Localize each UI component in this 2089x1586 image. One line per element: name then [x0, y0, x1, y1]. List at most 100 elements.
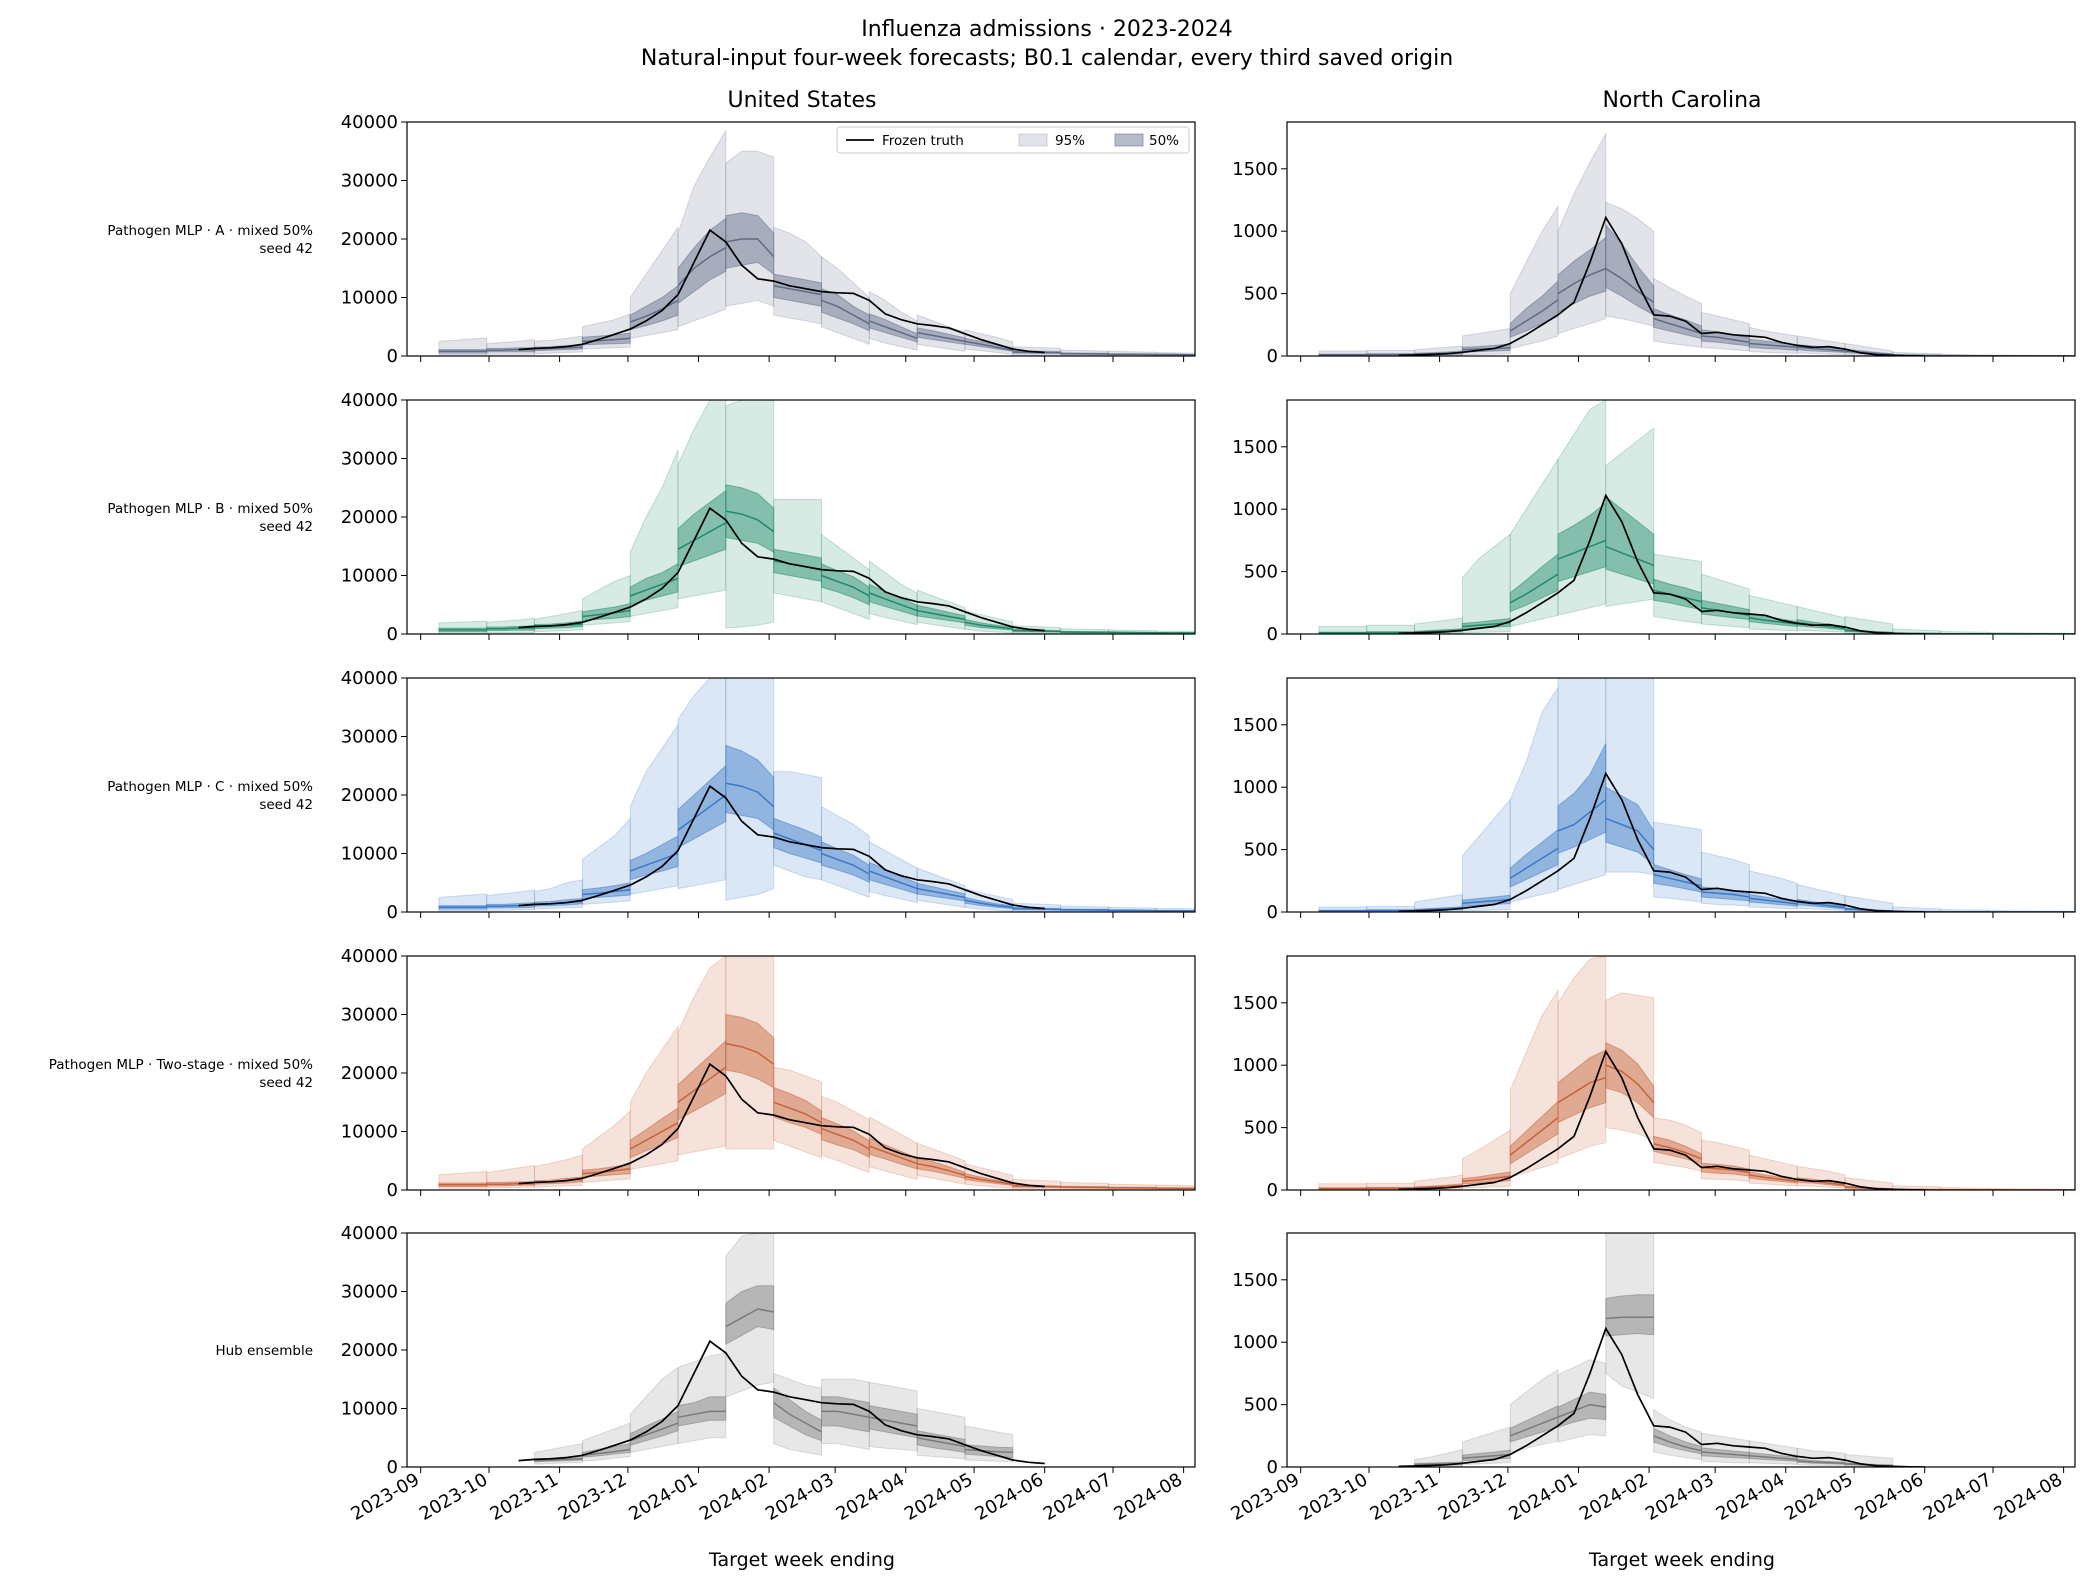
band-95	[1557, 1359, 1607, 1443]
median-line	[582, 1448, 631, 1457]
truth-line	[1398, 1326, 1925, 1467]
x-tick-label: 2024-05	[901, 1469, 977, 1525]
median-line	[1509, 1416, 1559, 1437]
y-tick-label: 40000	[341, 668, 398, 689]
median-line	[964, 340, 1013, 351]
y-tick-label: 1500	[1232, 159, 1278, 180]
y-tick-label: 1500	[1232, 1270, 1278, 1291]
band-50	[1557, 1391, 1607, 1428]
band-95	[1509, 685, 1559, 903]
y-tick-label: 40000	[341, 946, 398, 967]
band-50	[1509, 553, 1559, 613]
median-line	[1653, 1435, 1702, 1452]
median-line	[1557, 1403, 1606, 1418]
median-line	[1462, 1175, 1511, 1183]
panel-frame	[406, 955, 1196, 1191]
median-line	[1797, 346, 1846, 352]
band-50	[1509, 1100, 1559, 1165]
x-tick-label: 2024-07	[1920, 1469, 1996, 1525]
x-tick-label: 2024-07	[1040, 1469, 1116, 1525]
band-50	[581, 332, 631, 346]
band-95	[1509, 457, 1559, 628]
legend-label-truth: Frozen truth	[882, 133, 964, 149]
y-tick-label: 20000	[341, 507, 398, 528]
median-line	[917, 331, 966, 343]
band-95	[1653, 821, 1702, 903]
median-line	[869, 1145, 918, 1165]
band-95	[1557, 956, 1607, 1160]
median-line	[964, 1448, 1013, 1454]
y-tick-label: 30000	[341, 1005, 398, 1026]
median-line	[1414, 1184, 1463, 1189]
band-95	[629, 449, 679, 618]
median-line	[917, 1162, 966, 1177]
band-95	[1653, 1408, 1702, 1461]
median-line	[773, 1101, 822, 1124]
median-line	[821, 852, 870, 875]
median-line	[1653, 1143, 1702, 1160]
y-tick-label: 0	[387, 346, 398, 367]
median-line	[1462, 898, 1511, 905]
band-95	[725, 956, 775, 1150]
row-label: Pathogen MLP · A · mixed 50%	[107, 223, 313, 239]
y-tick-label: 0	[387, 624, 398, 645]
row-label: Hub ensemble	[215, 1343, 313, 1359]
y-tick-label: 0	[387, 1457, 398, 1478]
median-line	[1749, 342, 1798, 349]
median-line	[821, 1127, 870, 1150]
legend-label-50: 50%	[1149, 133, 1179, 149]
panel-0-1-plot	[1318, 131, 2075, 356]
panel-3-0-plot	[438, 956, 1195, 1190]
median-line	[1012, 629, 1061, 633]
median-line	[1509, 1117, 1559, 1156]
median-line	[773, 285, 822, 296]
y-tick-label: 40000	[341, 1223, 398, 1244]
truth-line	[1398, 493, 1925, 634]
band-95	[1653, 553, 1702, 624]
band-50	[677, 1396, 727, 1427]
median-line	[1701, 1451, 1750, 1457]
band-95	[1461, 798, 1511, 912]
y-tick-label: 1000	[1232, 1332, 1278, 1353]
median-line	[1653, 317, 1702, 335]
median-line	[486, 627, 535, 630]
panel-4-1-plot	[1398, 1233, 1925, 1467]
median-line	[1605, 267, 1655, 303]
median-line	[1605, 545, 1654, 567]
median-line	[725, 1043, 775, 1065]
y-tick-label: 10000	[341, 566, 398, 587]
chart-title: Influenza admissions · 2023-2024	[861, 17, 1233, 42]
y-tick-label: 0	[387, 902, 398, 923]
median-line	[773, 1402, 822, 1433]
band-95	[773, 1066, 822, 1159]
band-95	[916, 589, 966, 630]
panel-2-1-plot	[1318, 678, 2075, 912]
legend: Frozen truth 95% 50%	[836, 126, 1190, 154]
y-tick-label: 0	[1267, 1180, 1278, 1201]
band-50	[821, 287, 870, 332]
row-label: Pathogen MLP · B · mixed 50%	[107, 501, 313, 517]
x-tick-label: 2024-06	[972, 1469, 1048, 1525]
x-tick-label: 2024-01	[1505, 1469, 1581, 1525]
truth-line	[1398, 1049, 1925, 1190]
y-tick-label: 20000	[341, 1340, 398, 1361]
median-line	[1701, 891, 1750, 898]
panel-frame	[1286, 121, 2076, 357]
band-95	[773, 499, 822, 603]
truth-line	[518, 1062, 1045, 1188]
median-line	[1012, 907, 1061, 911]
band-50	[1557, 1049, 1607, 1124]
y-tick-label: 10000	[341, 1122, 398, 1143]
panel-0-0-plot	[438, 129, 1195, 356]
median-line	[869, 320, 918, 340]
y-tick-label: 0	[1267, 624, 1278, 645]
y-tick-label: 40000	[341, 112, 398, 133]
median-line	[869, 592, 918, 612]
row-label-seed: seed 42	[259, 519, 313, 535]
panel-frame	[1286, 399, 2076, 635]
median-line	[677, 794, 727, 831]
y-tick-label: 30000	[341, 171, 398, 192]
legend-swatch-95	[1018, 133, 1048, 147]
band-50	[1557, 236, 1607, 314]
